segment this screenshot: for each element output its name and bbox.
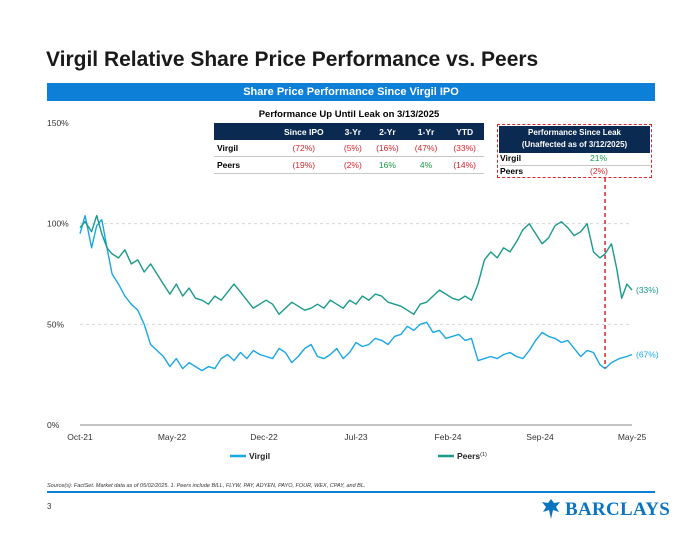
x-tick-label: Sep-24 [526, 432, 554, 442]
leak-row-value: 21% [590, 153, 608, 163]
leak-table-header: Performance Since Leak (Unaffected as of… [499, 126, 650, 153]
chart-banner: Share Price Performance Since Virgil IPO [47, 83, 655, 101]
eagle-icon [542, 499, 560, 519]
performance-table-header: Since IPO 3-Yr 2-Yr 1-Yr YTD [214, 123, 484, 140]
table-cell: (5%) [337, 140, 369, 157]
x-tick-label: Feb-24 [435, 432, 462, 442]
leak-row-label: Peers [500, 166, 524, 176]
table-cell: (14%) [445, 156, 484, 174]
column-header: Since IPO [270, 123, 338, 140]
table-cell: (16%) [368, 140, 407, 157]
y-axis: 0% 50% 100% 150% [47, 118, 69, 430]
x-axis: Oct-21 May-22 Dec-22 Jul-23 Feb-24 Sep-24 May-… [67, 424, 647, 442]
column-header: 2-Yr [368, 123, 407, 140]
column-header: 3-Yr [337, 123, 369, 140]
end-label-peers: (33%) [636, 285, 659, 295]
table-cell: (33%) [445, 140, 484, 157]
leak-heading-line2: (Unaffected as of 3/12/2025) [521, 140, 628, 149]
leak-row: Virgil 21% [500, 153, 650, 166]
table-row: Peers (19%) (2%) 16% 4% (14%) [214, 156, 484, 174]
x-tick-label: Oct-21 [67, 432, 93, 442]
table-row: Virgil (72%) (5%) (16%) (47%) (33%) [214, 140, 484, 157]
table-cell: 16% [368, 156, 407, 174]
legend: Virgil Peers(1) [230, 451, 487, 461]
series-line-virgil [79, 214, 633, 372]
logo-wordmark: BARCLAYS [565, 499, 671, 520]
gridlines [80, 223, 632, 325]
legend-footnote-marker: (1) [480, 452, 487, 458]
y-tick-label: 50% [47, 319, 64, 329]
page-number: 3 [47, 502, 52, 511]
performance-table: Since IPO 3-Yr 2-Yr 1-Yr YTD Virgil (72%… [214, 123, 484, 174]
leak-highlight-box [497, 124, 652, 178]
end-labels: (67%) (33%) [636, 285, 659, 359]
x-tick-label: Jul-23 [344, 432, 367, 442]
table-cell: (47%) [406, 140, 446, 157]
x-tick-label: May-25 [618, 432, 647, 442]
x-tick-label: May-22 [158, 432, 187, 442]
leak-row-label: Virgil [500, 153, 522, 163]
column-header: YTD [445, 123, 484, 140]
page-title: Virgil Relative Share Price Performance … [46, 48, 539, 71]
series-lines [79, 214, 633, 372]
performance-table-subtitle: Performance Up Until Leak on 3/13/2025 [258, 109, 440, 120]
leak-row-value: (2%) [590, 166, 608, 176]
y-tick-label: 100% [47, 219, 69, 229]
y-tick-label: 150% [47, 118, 69, 128]
row-label: Peers [214, 156, 270, 174]
row-label: Virgil [214, 140, 270, 157]
legend-label: Peers(1) [457, 451, 487, 461]
table-cell: (19%) [270, 156, 338, 174]
leak-row: Peers (2%) [500, 166, 650, 178]
column-header: 1-Yr [406, 123, 446, 140]
series-line-peers [79, 214, 633, 315]
header-corner [214, 123, 270, 140]
end-label-virgil: (67%) [636, 350, 659, 360]
source-note: Source(s): FactSet. Market data as of 05… [47, 483, 366, 489]
table-cell: (2%) [337, 156, 369, 174]
table-cell: (72%) [270, 140, 338, 157]
x-tick-label: Dec-22 [250, 432, 278, 442]
footer-rule [47, 491, 655, 493]
table-cell: 4% [406, 156, 446, 174]
leak-heading-line1: Performance Since Leak [528, 128, 621, 137]
legend-label: Virgil [249, 451, 270, 461]
y-tick-label: 0% [47, 420, 60, 430]
